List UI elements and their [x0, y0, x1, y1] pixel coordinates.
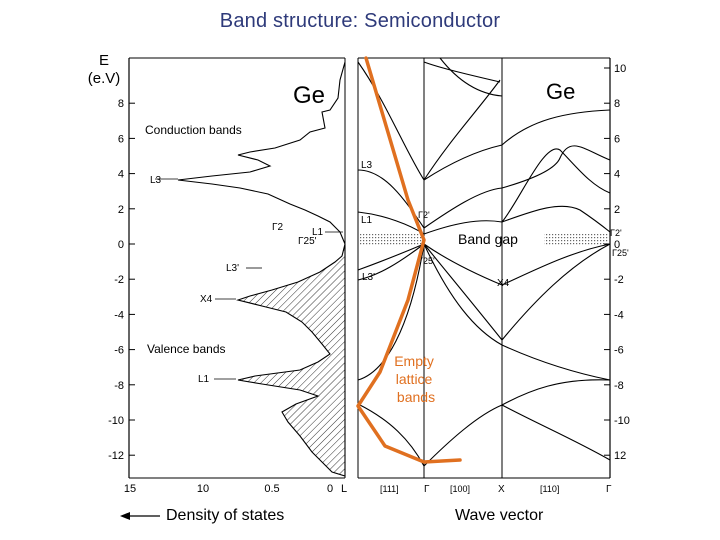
label-l3prime: L3' — [226, 263, 239, 274]
direction-111: [111] — [380, 484, 399, 494]
label-l1-top: L1 — [312, 227, 324, 238]
slide-title: Band structure: Semiconductor — [219, 10, 501, 32]
dos-y-tick-label: 8 — [118, 98, 124, 110]
band-right-tick-label: 4 — [614, 169, 620, 181]
dos-y-tick-label: 4 — [118, 169, 124, 181]
dos-y-tick-label: -10 — [108, 415, 124, 427]
dos-x-tick-label: 10 — [197, 483, 209, 495]
energy-axis-symbol: E — [98, 52, 109, 69]
dos-y-ticks: 8 6 4 2 0 -2 -4 -6 -8 -10 -12 — [108, 98, 135, 462]
dos-y-tick-label: -8 — [114, 380, 124, 392]
band-curve — [357, 145, 611, 229]
label-band-l3: L3 — [361, 160, 373, 171]
conduction-dos-curve — [177, 61, 346, 245]
dos-title: Ge — [293, 82, 325, 109]
dos-y-tick-label: 2 — [118, 204, 124, 216]
dos-y-tick-label: 6 — [118, 133, 124, 145]
dos-x-tick-label: L — [341, 483, 347, 495]
label-l3: L3 — [150, 175, 162, 186]
dos-x-ticks: 15 10 0.5 0 L — [124, 483, 347, 495]
band-curve — [501, 379, 611, 406]
band-right-tick-label: 10 — [614, 63, 626, 75]
dos-y-tick-label: 0 — [118, 239, 124, 251]
band-curve — [423, 109, 611, 181]
band-right-tick-label: 0 — [614, 239, 620, 251]
conduction-bands-label: Conduction bands — [145, 123, 242, 137]
label-gamma25: Γ25' — [298, 236, 317, 247]
band-curve — [423, 61, 501, 83]
empty-lattice-line: Empty — [394, 353, 434, 369]
dos-x-tick-label: 0 — [327, 483, 333, 495]
band-panel: 10 8 6 4 2 0 -2 -4 -6 -8 -10 12 Ge L3 L1 L3' Γ2' Γ2… — [356, 56, 630, 495]
wave-vector-label: Wave vector — [455, 507, 544, 524]
gap-strip-left — [360, 234, 426, 246]
empty-lattice-line: lattice — [396, 371, 433, 387]
dos-y-tick-label: -12 — [108, 450, 124, 462]
band-right-tick-label: 2 — [614, 204, 620, 216]
kpoint-gamma-1: Γ — [424, 484, 430, 495]
empty-lattice-label: Empty lattice bands — [394, 353, 438, 405]
label-band-x4: X4 — [497, 278, 510, 289]
dos-y-tick-label: -4 — [114, 309, 124, 321]
band-right-tick-label: -6 — [614, 345, 624, 357]
label-gamma2: Γ2 — [272, 222, 284, 233]
label-band-l3prime: L3' — [362, 272, 375, 283]
band-curve — [357, 243, 425, 381]
label-band-gamma25: Γ25' — [418, 256, 435, 266]
band-right-ticks: 10 8 6 4 2 0 -2 -4 -6 -8 -10 12 — [604, 63, 630, 462]
energy-axis-unit: (e.V) — [87, 70, 121, 87]
band-gap-label: Band gap — [458, 231, 518, 247]
valence-bands-label: Valence bands — [147, 342, 226, 356]
label-l1-bottom: L1 — [198, 374, 210, 385]
dos-x-tick-label: 0.5 — [264, 483, 279, 495]
band-right-tick-label: 12 — [614, 450, 626, 462]
dos-y-tick-label: -6 — [114, 345, 124, 357]
band-curves — [357, 57, 611, 467]
valence-dos-hatched — [236, 243, 346, 477]
band-curve — [357, 205, 611, 235]
band-curve — [439, 57, 503, 97]
band-curve — [357, 243, 611, 286]
empty-lattice-bands — [356, 56, 462, 464]
band-right-tick-label: -10 — [614, 415, 630, 427]
kpoint-gamma-2: Γ — [606, 484, 612, 495]
band-right-tick-label: 6 — [614, 133, 620, 145]
gap-strip-right — [544, 234, 610, 246]
label-band-gamma2-right: Γ2' — [610, 228, 622, 238]
band-right-tick-label: -4 — [614, 309, 624, 321]
band-right-tick-label: -8 — [614, 380, 624, 392]
band-curve — [357, 243, 611, 341]
dos-arrow-head — [120, 512, 130, 520]
empty-lattice-line: bands — [397, 389, 435, 405]
direction-100: [100] — [450, 484, 470, 494]
label-band-gamma25-right: Γ25' — [612, 248, 629, 258]
energy-axis-title: E (e.V) — [84, 52, 124, 88]
band-curve — [357, 61, 501, 182]
direction-110: [110] — [540, 484, 559, 494]
kpoint-x: X — [498, 484, 505, 495]
band-curve — [357, 403, 611, 467]
band-right-tick-label: 8 — [614, 98, 620, 110]
band-right-tick-label: -2 — [614, 274, 624, 286]
band-curve — [501, 148, 611, 223]
label-band-l1: L1 — [361, 215, 373, 226]
label-x4: X4 — [200, 294, 213, 305]
dos-x-tick-label: 15 — [124, 483, 136, 495]
band-curve — [423, 243, 611, 381]
density-of-states-label: Density of states — [166, 507, 285, 524]
label-band-gamma2: Γ2' — [418, 210, 430, 220]
band-title: Ge — [546, 79, 575, 104]
dos-y-tick-label: -2 — [114, 274, 124, 286]
